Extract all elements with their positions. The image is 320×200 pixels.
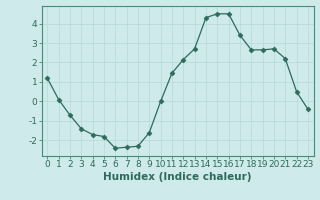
X-axis label: Humidex (Indice chaleur): Humidex (Indice chaleur): [103, 172, 252, 182]
